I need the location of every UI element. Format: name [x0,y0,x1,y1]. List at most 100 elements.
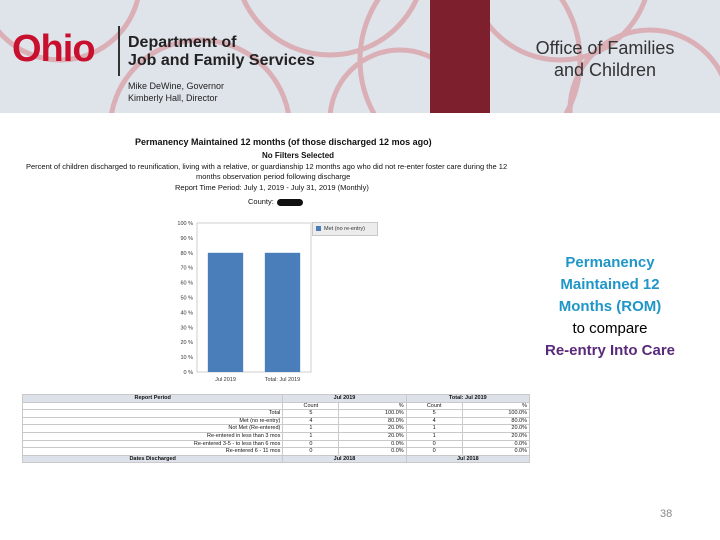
table-cell [21,401,284,411]
table-cell: 100.0% [338,409,407,418]
office-line-1: Office of Families [535,38,675,58]
table-cell: 4 [282,416,340,426]
table-cell: 0 [405,447,463,456]
table-cell: % [461,401,531,411]
county-label: County: [248,197,274,206]
callout-text: Permanency Maintained 12 Months (ROM) to… [525,252,695,362]
y-tick-label: 40 % [180,310,193,316]
legend-label: Met (no re-entry) [324,226,365,232]
department-line-1: Department of [128,34,237,51]
table-row: Re-entered 6 - 11 mos 0 0.0% 0 0.0% [21,447,531,456]
table-cell: 20.0% [338,431,407,441]
table-cell: 4 [405,416,463,426]
description-line-1: Percent of children discharged to reunif… [26,162,508,171]
y-tick-label: 70 % [180,266,193,272]
y-tick-label: 0 % [184,370,194,376]
table-header-row: Report Period Jul 2019 Total: Jul 2019 [21,394,531,403]
table-cell: 1 [282,424,340,433]
officials: Mike DeWine, Governor Kimberly Hall, Dir… [128,80,224,104]
y-tick-label: 20 % [180,340,193,346]
callout-line-2: Maintained 12 [560,276,660,293]
report-period: Report Time Period: July 1, 2019 - July … [175,183,369,192]
table-cell: 0.0% [461,447,531,456]
office-line-2: and Children [553,60,657,80]
department-name: Department of Job and Family Services [128,34,315,70]
callout-line-3: Months (ROM) [558,298,662,315]
table-cell: 0.0% [461,439,531,449]
table-cell: 1 [405,424,463,433]
callout-line-1: Permanency [565,254,655,271]
table-cell: 0 [282,439,340,449]
footer-cell: Dates Discharged [21,454,284,464]
table-cell: 0 [405,439,463,449]
row-label: Re-entered 3-5 - to less than 6 mos [21,439,284,449]
logo-divider [118,26,120,76]
department-line-2: Job and Family Services [128,52,315,69]
y-tick-label: 10 % [180,355,193,361]
callout-line-5: Re-entry Into Care [544,342,676,359]
row-label: Re-entered 6 - 11 mos [21,447,284,456]
table-footer-row: Dates Discharged Jul 2018 Jul 2018 [21,454,531,464]
y-tick-label: 60 % [180,281,193,287]
redacted-county [276,198,303,206]
table-row: Not Met (Re-entered) 1 20.0% 1 20.0% [21,424,531,433]
maroon-band [430,0,490,113]
bar [207,252,244,372]
table-cell: % [338,401,407,411]
table-row: Met (no re-entry) 4 80.0% 4 80.0% [21,416,531,426]
y-tick-label: 50 % [180,296,193,302]
row-label: Met (no re-entry) [21,416,284,426]
header-cell: Total: Jul 2019 [405,394,531,403]
report-title: Permanency Maintained 12 months (of thos… [135,137,432,147]
governor-name: Mike DeWine, Governor [128,81,225,91]
row-label: Re-entered in less than 3 mos [21,431,284,441]
x-tick-label: Total: Jul 2019 [265,377,300,383]
table-cell: 100.0% [461,409,531,418]
y-tick-label: 30 % [180,325,193,331]
bar [264,252,301,372]
table-row: Re-entered 3-5 - to less than 6 mos 0 0.… [21,439,531,449]
table-row: Total 5 100.0% 5 100.0% [21,409,531,418]
table-cell: 80.0% [338,416,407,426]
row-label: Total [21,409,284,418]
ohio-logo: Ohio [12,28,96,71]
y-tick-label: 80 % [180,251,193,257]
table-cell: 1 [282,431,340,441]
office-title: Office of Families and Children [500,37,710,81]
table-cell: 20.0% [461,431,531,441]
footer-cell: Jul 2018 [282,454,407,464]
table-cell: 0.0% [338,439,407,449]
table-cell: Count [282,401,340,411]
table-cell: 0.0% [338,447,407,456]
y-tick-label: 90 % [180,236,193,242]
director-name: Kimberly Hall, Director [128,93,218,103]
table-cell: Count [405,401,463,411]
callout-line-4: to compare [572,320,648,337]
chart-legend: Met (no re-entry) [312,222,378,236]
page-number: 38 [660,508,673,520]
table-cell: 20.0% [338,424,407,433]
decorative-circles [0,0,720,113]
table-row: Re-entered in less than 3 mos 1 20.0% 1 … [21,431,531,441]
row-label: Not Met (Re-entered) [21,424,284,433]
ohio-logo-text: Ohio [12,28,96,70]
table-cell: 5 [405,409,463,418]
x-tick-label: Jul 2019 [215,377,236,383]
table-cell: 5 [282,409,340,418]
table-cell: 1 [405,431,463,441]
report-table: Report Period Jul 2019 Total: Jul 2019 C… [21,394,531,464]
table-cell: 20.0% [461,424,531,433]
report-description: Percent of children discharged to reunif… [26,162,546,182]
y-tick-label: 100 % [177,221,193,227]
footer-cell: Jul 2018 [405,454,531,464]
description-line-2: months observation period following disc… [196,172,351,181]
header-cell: Jul 2019 [282,394,407,403]
county-row: County: [248,197,303,206]
legend-swatch [316,226,321,232]
table-cell: 0 [282,447,340,456]
table-cell: 80.0% [461,416,531,426]
filters-text: No Filters Selected [262,151,335,160]
table-subheader-row: Count % Count % [21,401,531,411]
bar-chart: 0 % 10 % 20 % 30 % 40 % 50 % 60 % 70 % 80 % 90 % 1… [177,221,312,383]
header-cell: Report Period [21,394,284,403]
